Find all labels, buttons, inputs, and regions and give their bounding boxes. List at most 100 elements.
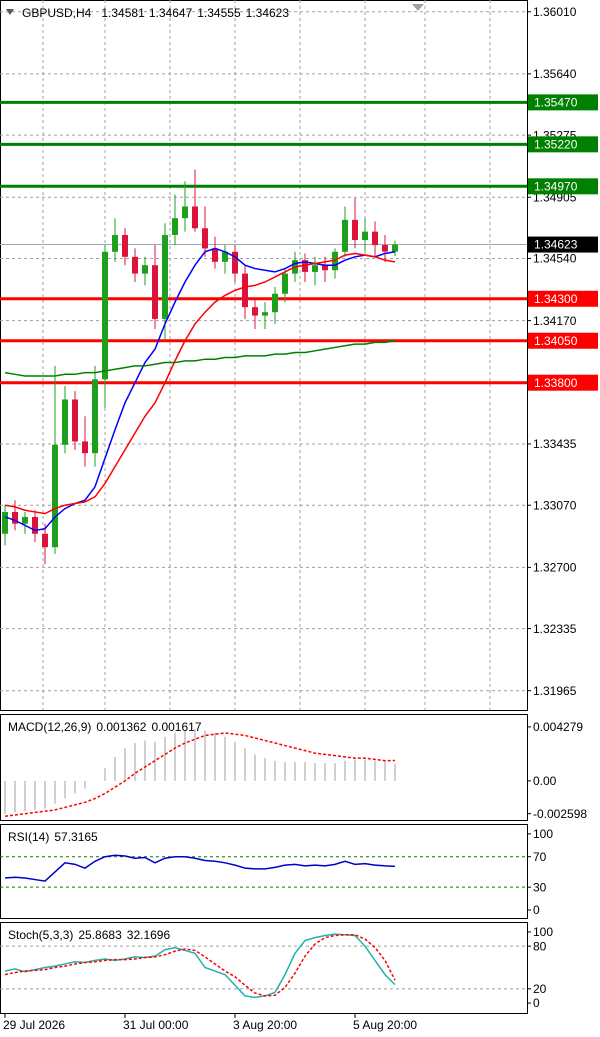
shift-marker xyxy=(412,4,424,11)
indicator-line xyxy=(4,854,396,882)
candle-body xyxy=(342,219,348,252)
candle-body xyxy=(272,293,278,313)
y-tick-label: 100 xyxy=(533,827,553,841)
candle-body xyxy=(92,379,98,454)
candle-body xyxy=(152,265,158,319)
moving-average xyxy=(4,339,396,377)
x-tick-label: 29 Jul 2026 xyxy=(3,1018,65,1032)
panel-frame xyxy=(0,824,528,919)
y-tick-label: 1.31965 xyxy=(533,684,577,698)
candle-body xyxy=(382,245,388,252)
chart-header: GBPUSD,H4 1.34581 1.34647 1.34555 1.34623 xyxy=(22,6,289,20)
level-label: 1.35470 xyxy=(534,96,578,110)
candle-body xyxy=(82,441,88,454)
candle-body xyxy=(242,273,248,308)
y-tick-label: 1.33070 xyxy=(533,498,577,512)
header-part: 1.34623 xyxy=(246,6,290,20)
header-part: RSI(14) xyxy=(8,830,49,844)
y-tick-label: 0 xyxy=(533,903,540,917)
candle-body xyxy=(302,260,308,272)
level-label-box xyxy=(528,332,598,349)
indicator-header: Stoch(5,3,3) 25.8683 32.1696 xyxy=(8,928,170,942)
current-price-label: 1.34623 xyxy=(534,238,578,252)
candle-body xyxy=(72,399,78,442)
candle-body xyxy=(332,251,338,271)
header-part: 0.001362 xyxy=(96,720,146,734)
header-part: 1.34555 xyxy=(197,6,241,20)
y-tick-label: 1.34540 xyxy=(533,252,577,266)
y-tick-label: -0.002598 xyxy=(533,807,587,821)
candle-body xyxy=(362,231,368,241)
x-tick-label: 31 Jul 00:00 xyxy=(123,1018,189,1032)
candle-body xyxy=(232,251,238,274)
candle-body xyxy=(22,516,28,524)
y-tick-label: 0.004279 xyxy=(533,720,583,734)
candle-body xyxy=(192,206,198,229)
candle-body xyxy=(122,234,128,257)
header-part: 32.1696 xyxy=(127,928,171,942)
y-tick-label: 70 xyxy=(533,850,547,864)
candle-body xyxy=(2,511,8,534)
level-label: 1.35220 xyxy=(534,138,578,152)
y-tick-label: 1.32335 xyxy=(533,622,577,636)
candle-body xyxy=(312,265,318,272)
indicator-line xyxy=(4,934,396,997)
level-label: 1.34050 xyxy=(534,334,578,348)
panel-frame xyxy=(0,0,528,711)
y-tick-label: 0 xyxy=(533,996,540,1010)
candle-body xyxy=(42,533,48,548)
level-label: 1.34970 xyxy=(534,179,578,193)
level-label-box xyxy=(528,136,598,153)
candle-body xyxy=(222,251,228,262)
x-tick-label: 3 Aug 20:00 xyxy=(233,1018,297,1032)
candle-body xyxy=(262,312,268,316)
header-part: Stoch(5,3,3) xyxy=(8,928,73,942)
header-part: GBPUSD,H4 xyxy=(22,6,92,20)
header-part: 0.001617 xyxy=(151,720,201,734)
candle-body xyxy=(392,244,398,252)
y-tick-label: 1.35640 xyxy=(533,67,577,81)
candle-body xyxy=(132,256,138,274)
level-label: 1.34300 xyxy=(534,292,578,306)
y-tick-label: 0.00 xyxy=(533,774,557,788)
candle-body xyxy=(32,516,38,534)
level-label-box xyxy=(528,94,598,111)
header-part: MACD(12,26,9) xyxy=(8,720,91,734)
y-tick-label: 1.36010 xyxy=(533,5,577,19)
candle-body xyxy=(212,248,218,262)
y-tick-label: 80 xyxy=(533,939,547,953)
candle-body xyxy=(352,219,358,241)
x-tick-label: 5 Aug 20:00 xyxy=(353,1018,417,1032)
y-tick-label: 1.34170 xyxy=(533,314,577,328)
candle-body xyxy=(102,251,108,380)
header-part: 1.34581 xyxy=(101,6,145,20)
indicator-header: RSI(14) 57.3165 xyxy=(8,830,98,844)
candle-body xyxy=(372,231,378,246)
level-label-box xyxy=(528,374,598,391)
level-label-box xyxy=(528,290,598,307)
y-tick-label: 1.32700 xyxy=(533,561,577,575)
candle-body xyxy=(322,265,328,271)
header-part: 25.8683 xyxy=(78,928,122,942)
y-tick-label: 20 xyxy=(533,982,547,996)
symbol-icon xyxy=(6,9,14,15)
candle-body xyxy=(282,273,288,294)
candle-body xyxy=(252,307,258,316)
indicator-header: MACD(12,26,9) 0.001362 0.001617 xyxy=(8,720,202,734)
indicator-line xyxy=(4,732,396,817)
y-tick-label: 100 xyxy=(533,925,553,939)
candle-body xyxy=(172,218,178,235)
moving-average xyxy=(4,247,396,532)
candle-body xyxy=(142,265,148,274)
candle-body xyxy=(202,228,208,249)
candle-body xyxy=(112,234,118,252)
current-price-box xyxy=(528,236,598,253)
panel-frame xyxy=(0,714,528,821)
candle-body xyxy=(182,206,188,219)
header-part: 57.3165 xyxy=(54,830,98,844)
candle-body xyxy=(62,399,68,445)
indicator-line xyxy=(4,933,396,999)
header-part: 1.34647 xyxy=(149,6,193,20)
candle-body xyxy=(12,511,18,524)
candle-body xyxy=(162,234,168,319)
